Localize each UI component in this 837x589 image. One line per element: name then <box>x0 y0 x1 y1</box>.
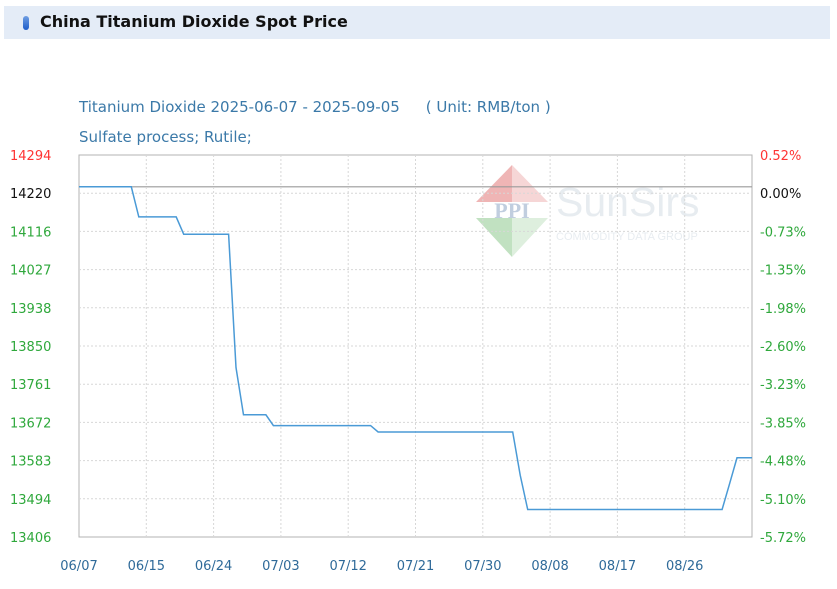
x-tick-label: 07/21 <box>397 559 434 574</box>
y-right-tick-label: -3.85% <box>760 416 806 431</box>
x-tick-label: 06/07 <box>60 559 97 574</box>
y-right-tick-label: -0.73% <box>760 225 806 240</box>
y-left-tick-label: 14116 <box>10 225 51 240</box>
x-tick-label: 07/30 <box>464 559 501 574</box>
y-left-tick-label: 13672 <box>10 416 51 431</box>
price-series-line <box>79 186 752 511</box>
header-bar: China Titanium Dioxide Spot Price <box>4 6 830 39</box>
x-tick-label: 08/17 <box>599 559 636 574</box>
y-left-tick-label: 13850 <box>10 340 51 355</box>
y-right-tick-label: -4.48% <box>760 455 806 470</box>
y-left-tick-label: 13583 <box>10 455 51 470</box>
chart-unit: ( Unit: RMB/ton ) <box>425 98 551 116</box>
watermark-tagline: COMMODITY DATA GROUP <box>556 231 698 243</box>
y-left-tick-label: 13406 <box>10 531 51 546</box>
y-right-tick-label: 0.52% <box>760 149 801 164</box>
x-tick-label: 07/12 <box>329 559 366 574</box>
x-tick-label: 06/24 <box>195 559 232 574</box>
y-right-tick-label: -2.60% <box>760 340 806 355</box>
x-tick-label: 06/15 <box>128 559 165 574</box>
y-left-tick-label: 13938 <box>10 302 51 317</box>
y-right-tick-label: -1.35% <box>760 264 806 279</box>
chart-title: Titanium Dioxide 2025-06-07 - 2025-09-05 <box>79 98 400 116</box>
x-tick-label: 07/03 <box>262 559 299 574</box>
x-tick-label: 08/08 <box>531 559 568 574</box>
header-marker-icon <box>23 16 29 30</box>
chart-title-line: Titanium Dioxide 2025-06-07 - 2025-09-05… <box>79 98 551 116</box>
y-right-tick-label: -1.98% <box>760 302 806 317</box>
y-left-tick-label: 14294 <box>10 149 51 164</box>
chart-subtitle: Sulfate process; Rutile; <box>79 128 252 146</box>
y-right-tick-label: -3.23% <box>760 378 806 393</box>
y-right-tick-label: -5.72% <box>760 531 806 546</box>
y-left-tick-label: 14027 <box>10 264 51 279</box>
y-left-tick-label: 13494 <box>10 493 51 508</box>
y-right-tick-label: -5.10% <box>760 493 806 508</box>
header-title: China Titanium Dioxide Spot Price <box>40 12 348 31</box>
y-left-tick-label: 13761 <box>10 378 51 393</box>
x-tick-label: 08/26 <box>666 559 703 574</box>
y-right-tick-label: 0.00% <box>760 187 801 202</box>
y-left-tick-label: 14220 <box>10 187 51 202</box>
ppi-logo-text: PPI <box>494 198 529 223</box>
